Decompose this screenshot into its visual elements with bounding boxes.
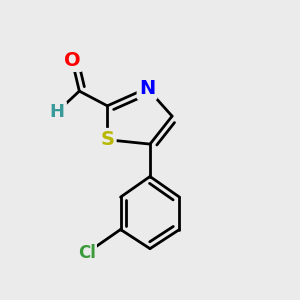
Text: O: O	[64, 51, 80, 70]
Text: Cl: Cl	[78, 244, 96, 262]
Text: H: H	[50, 103, 65, 121]
Text: N: N	[139, 79, 155, 98]
Text: S: S	[100, 130, 114, 149]
